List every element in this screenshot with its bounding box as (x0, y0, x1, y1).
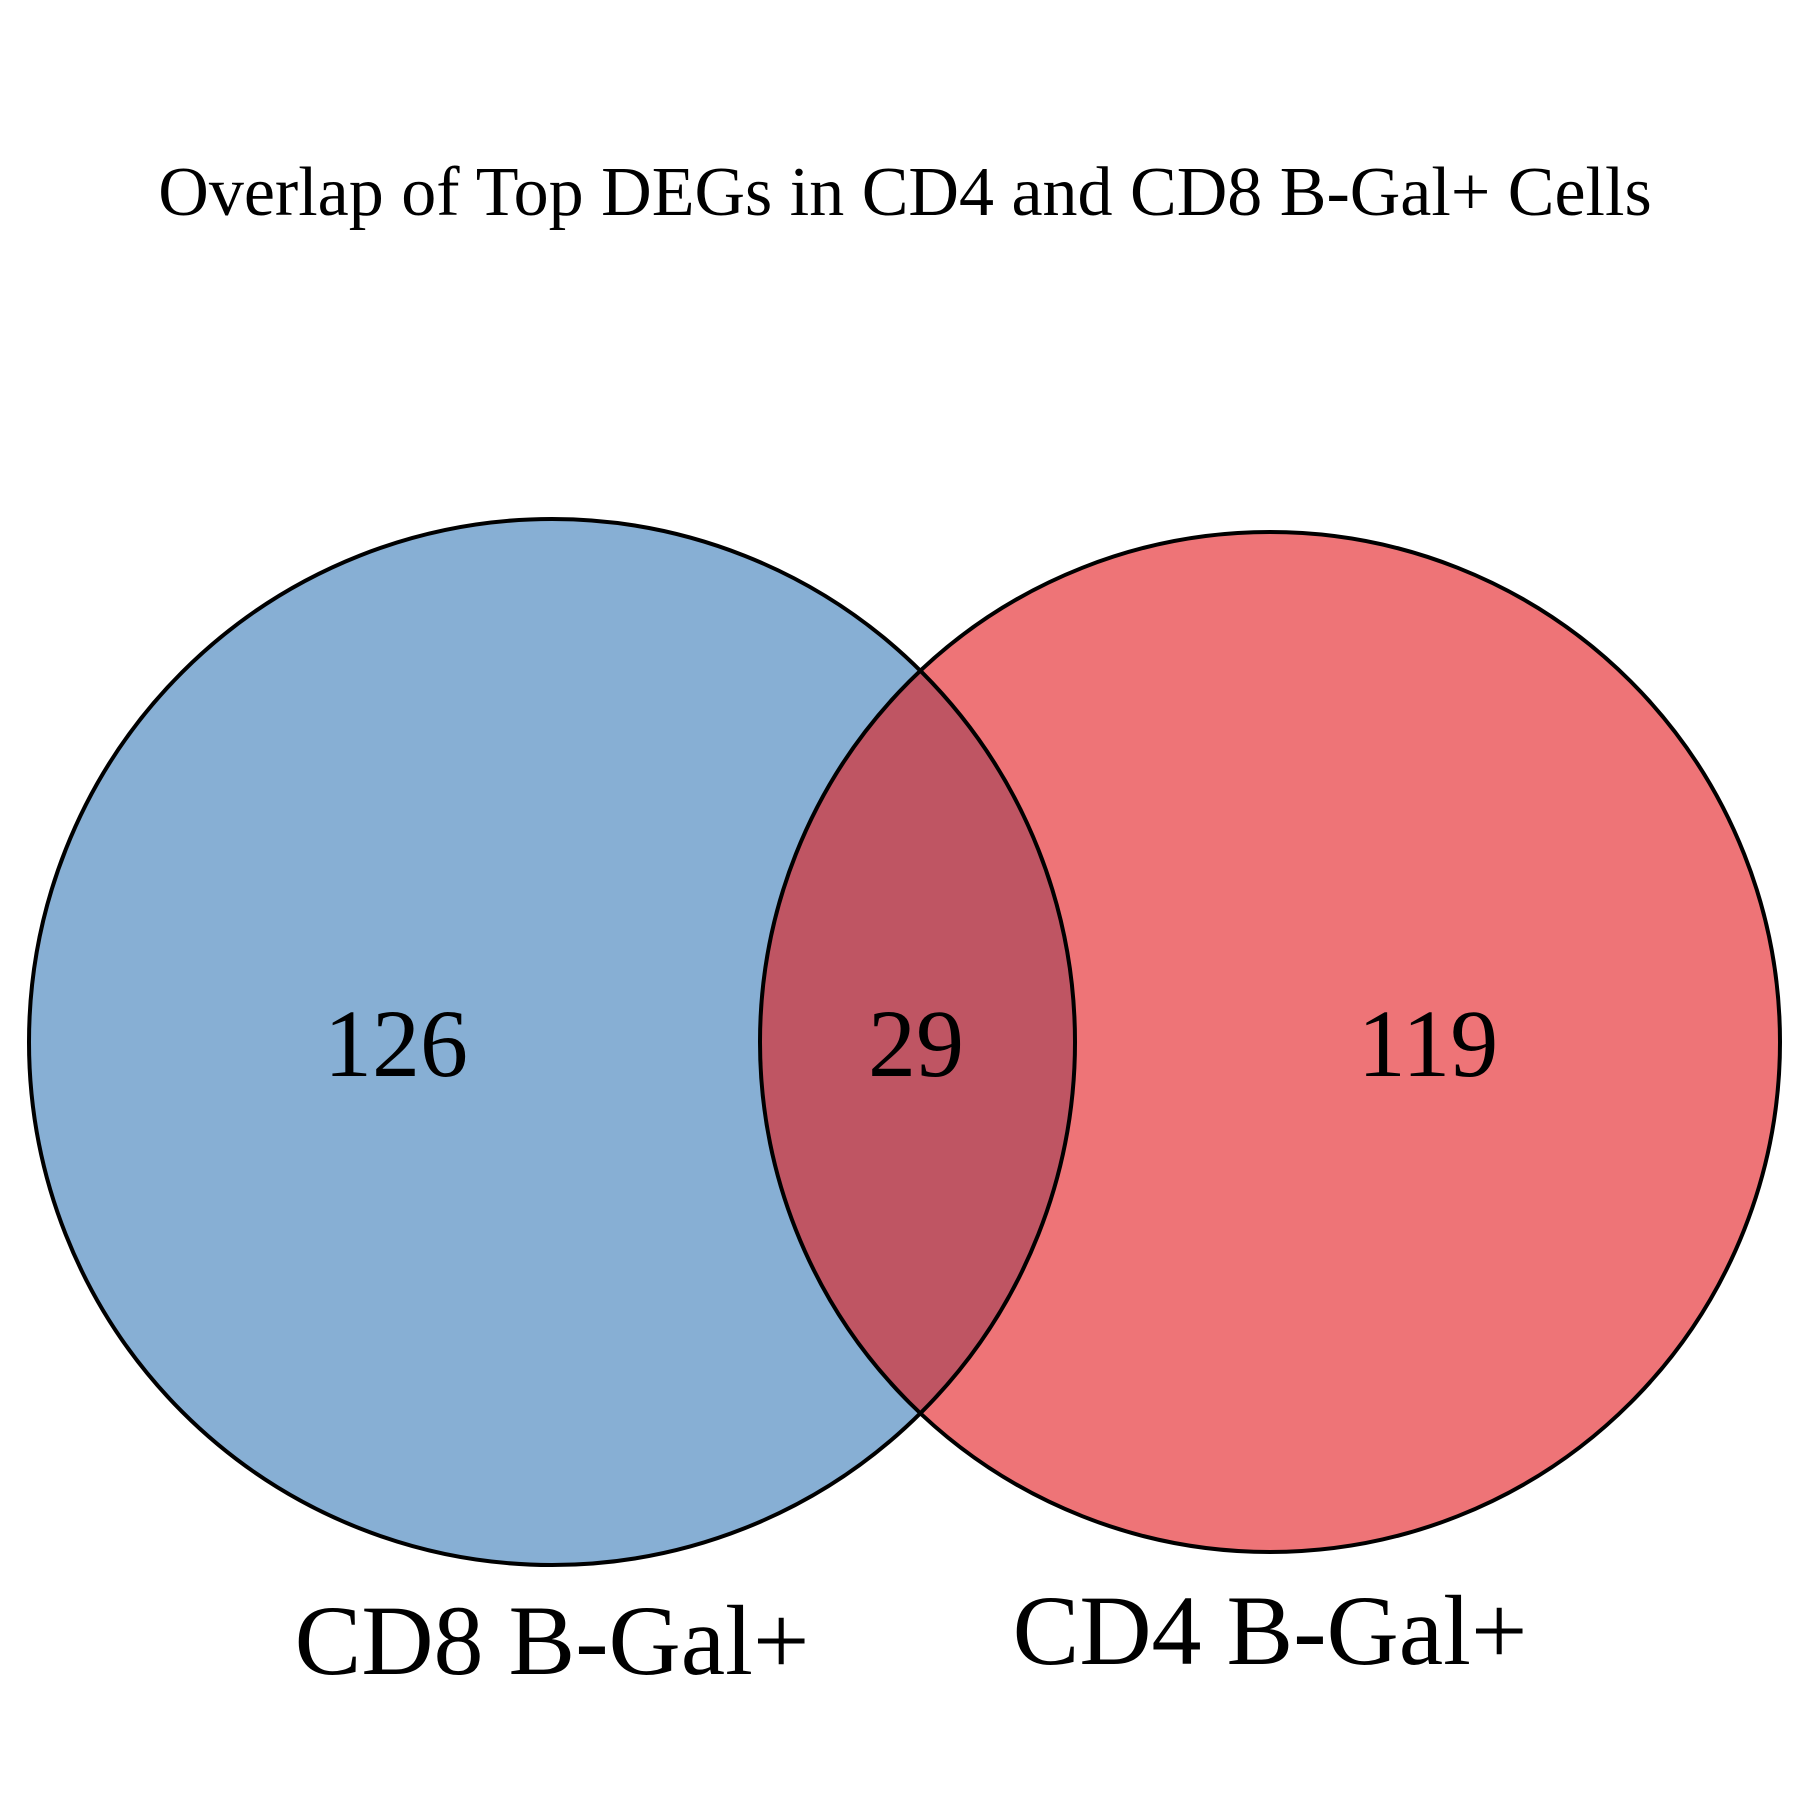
set-b-outline (758, 530, 1782, 1554)
set-a-outline (27, 517, 1077, 1567)
set-a-label: CD8 B-Gal+ (295, 1585, 810, 1696)
set-b-circle (760, 532, 1780, 1552)
set-a-only-count: 126 (324, 990, 468, 1097)
set-b-only-count: 119 (1358, 990, 1498, 1097)
set-b-label: CD4 B-Gal+ (1013, 1575, 1528, 1686)
diagram-title: Overlap of Top DEGs in CD4 and CD8 B-Gal… (158, 154, 1651, 231)
set-a-circle (29, 519, 1075, 1565)
intersection-count: 29 (868, 990, 964, 1097)
